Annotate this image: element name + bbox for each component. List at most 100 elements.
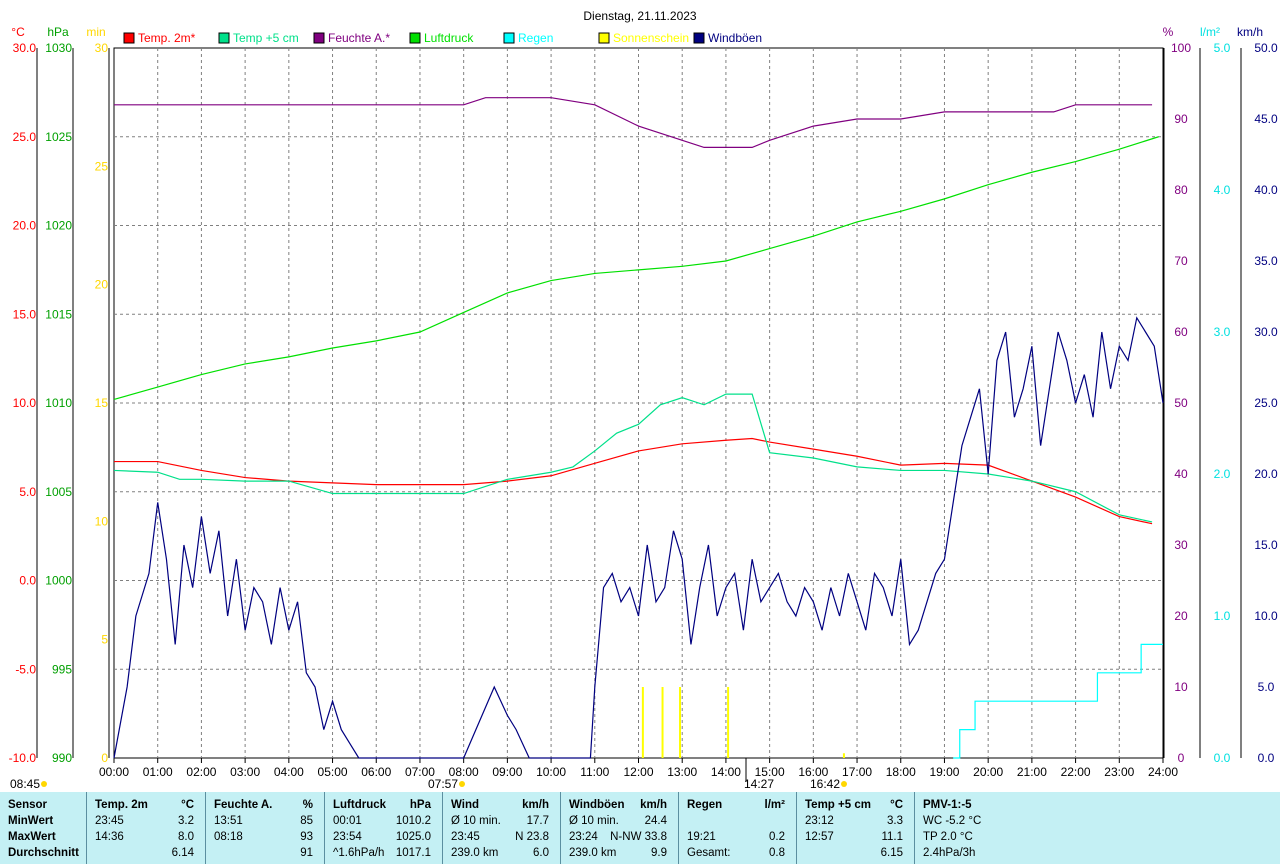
summary-row-label: MaxWert <box>8 831 56 843</box>
summary-cell-value: 24.4 <box>644 815 667 827</box>
summary-column-header: Windböen <box>569 799 625 811</box>
x-tick-label: 15:00 <box>755 765 785 779</box>
axes-group: 00:00 01:00 02:00 03:00 04:00 05:00 06:00 07:00… <box>9 25 1278 779</box>
summary-cell-time: 13:51 <box>214 815 243 827</box>
right-axis-tick-label: 20.0 <box>1254 467 1278 481</box>
legend-swatch <box>693 32 705 44</box>
summary-table: Sensor MinWert MaxWert Durchschnitt Temp. 2m… <box>0 792 1280 864</box>
right-axis-tick-label: 70 <box>1174 254 1188 268</box>
left-axis-tick-label: 5.0 <box>19 485 36 499</box>
legend-swatch <box>123 32 135 44</box>
summary-column: Windböen km/h Ø 10 min. 24.4 23:24 N-NW 33.8 2… <box>560 792 679 864</box>
summary-cell-time: 239.0 km <box>569 847 617 859</box>
right-axis-tick-label: 5.0 <box>1258 680 1275 694</box>
summary-cell-value: 6.0 <box>533 847 549 859</box>
left-axis-tick-label: 1020 <box>45 219 72 233</box>
series-line <box>113 316 1164 759</box>
x-tick-label: 24:00 <box>1148 765 1178 779</box>
right-axis-tick-label: 15.0 <box>1254 538 1278 552</box>
summary-cell-value: 17.7 <box>526 815 549 827</box>
right-axis-tick-label: 40 <box>1174 467 1188 481</box>
left-axis-tick-label: 10.0 <box>13 396 37 410</box>
series-group <box>113 97 1164 759</box>
left-axis-tick-label: 1000 <box>45 574 72 588</box>
summary-column-unit: km/h <box>522 799 549 811</box>
right-axis-tick-label: 2.0 <box>1214 467 1231 481</box>
right-axis-tick-label: 5.0 <box>1214 41 1231 55</box>
summary-cell-time: WC -5.2 °C <box>923 815 982 827</box>
series-line <box>113 393 1153 523</box>
legend-label: Regen <box>518 31 553 45</box>
right-axis-tick-label: 0.0 <box>1214 751 1231 765</box>
left-axis-tick-label: 25.0 <box>13 130 37 144</box>
marker-left-time: 08:45 <box>10 777 40 791</box>
left-axis-tick-label: -10.0 <box>9 751 37 765</box>
left-axis-tick-label: 25 <box>95 159 109 173</box>
sunrise-time: 07:57 <box>428 777 458 791</box>
left-axis-tick-label: 0 <box>101 751 108 765</box>
legend-label: Luftdruck <box>424 31 474 45</box>
summary-cell-value: 1025.0 <box>395 831 431 843</box>
x-tick-label: 06:00 <box>361 765 391 779</box>
summary-cell-time: TP 2.0 °C <box>923 831 973 843</box>
legend-label: Windböen <box>708 31 762 45</box>
legend-swatch <box>313 32 325 44</box>
left-axis-tick-label: -5.0 <box>15 662 36 676</box>
right-axis-tick-label: 60 <box>1174 325 1188 339</box>
summary-cell-value: 0.8 <box>769 847 785 859</box>
x-tick-label: 00:00 <box>99 765 129 779</box>
right-axis-tick-label: 35.0 <box>1254 254 1278 268</box>
summary-cell-time: 14:36 <box>95 831 124 843</box>
right-axis-tick-label: 1.0 <box>1214 609 1231 623</box>
right-axis-tick-label: 20 <box>1174 609 1188 623</box>
x-tick-label: 18:00 <box>886 765 916 779</box>
x-tick-label: 21:00 <box>1017 765 1047 779</box>
summary-cell-value: 85 <box>300 815 313 827</box>
left-axis-unit: hPa <box>47 25 69 39</box>
x-tick-label: 04:00 <box>274 765 304 779</box>
summary-row-labels: Sensor MinWert MaxWert Durchschnitt <box>0 792 86 864</box>
summary-cell-time: Ø 10 min. <box>569 815 619 827</box>
legend-swatch <box>218 32 230 44</box>
x-tick-label: 12:00 <box>623 765 653 779</box>
markers-group: 08:45 07:57 14:27 16:42 <box>10 758 847 791</box>
summary-column-unit: °C <box>890 799 903 811</box>
summary-column-unit: l/m² <box>764 799 785 811</box>
legend-label: Sonnenschein <box>613 31 689 45</box>
legend-label: Feuchte A.* <box>328 31 390 45</box>
summary-column: Temp. 2m °C 23:45 3.2 14:36 8.0 6.14 <box>86 792 206 864</box>
right-axis-tick-label: 40.0 <box>1254 183 1278 197</box>
summary-column-unit: km/h <box>640 799 667 811</box>
summary-column: PMV-1:-5 WC -5.2 °C TP 2.0 °C 2.4hPa/3h <box>914 792 1280 864</box>
left-axis-tick-label: 20 <box>95 278 109 292</box>
weather-chart: Dienstag, 21.11.2023 00:00 01:00 02:00 03:0… <box>9 9 1278 791</box>
summary-cell-time: 00:01 <box>333 815 362 827</box>
legend-swatch <box>503 32 515 44</box>
summary-column-header: Temp. 2m <box>95 799 148 811</box>
left-axis-tick-label: 990 <box>52 751 72 765</box>
summary-cell-time: 19:21 <box>687 831 716 843</box>
left-axis-tick-label: 20.0 <box>13 219 37 233</box>
summary-cell-value: 1010.2 <box>395 815 431 827</box>
summary-cell-time: 239.0 km <box>451 847 499 859</box>
summary-column: Regen l/m² 19:21 0.2 Gesamt: 0.8 <box>678 792 797 864</box>
x-tick-label: 22:00 <box>1061 765 1091 779</box>
summary-cell-value: 6.14 <box>171 847 194 859</box>
sun-icon <box>41 781 47 787</box>
x-tick-label: 23:00 <box>1104 765 1134 779</box>
left-axis-tick-label: 1015 <box>45 307 72 321</box>
left-axis-tick-label: 1005 <box>45 485 72 499</box>
legend-label: Temp. 2m* <box>138 31 196 45</box>
left-axis-tick-label: 15 <box>95 396 109 410</box>
summary-cell-time: 2.4hPa/3h <box>923 847 976 859</box>
x-tick-label: 03:00 <box>230 765 260 779</box>
summary-row-label: Durchschnitt <box>8 847 79 859</box>
summary-cell-time: 23:24 <box>569 831 598 843</box>
right-axis-tick-label: 4.0 <box>1214 183 1231 197</box>
legend: Temp. 2m* Temp +5 cm Feuchte A.* Luftdruck R… <box>123 31 762 45</box>
series-line <box>114 437 1153 525</box>
legend-swatch <box>598 32 610 44</box>
summary-cell-value: N-NW 33.8 <box>610 831 667 843</box>
x-tick-label: 09:00 <box>492 765 522 779</box>
x-tick-label: 11:00 <box>580 765 609 779</box>
